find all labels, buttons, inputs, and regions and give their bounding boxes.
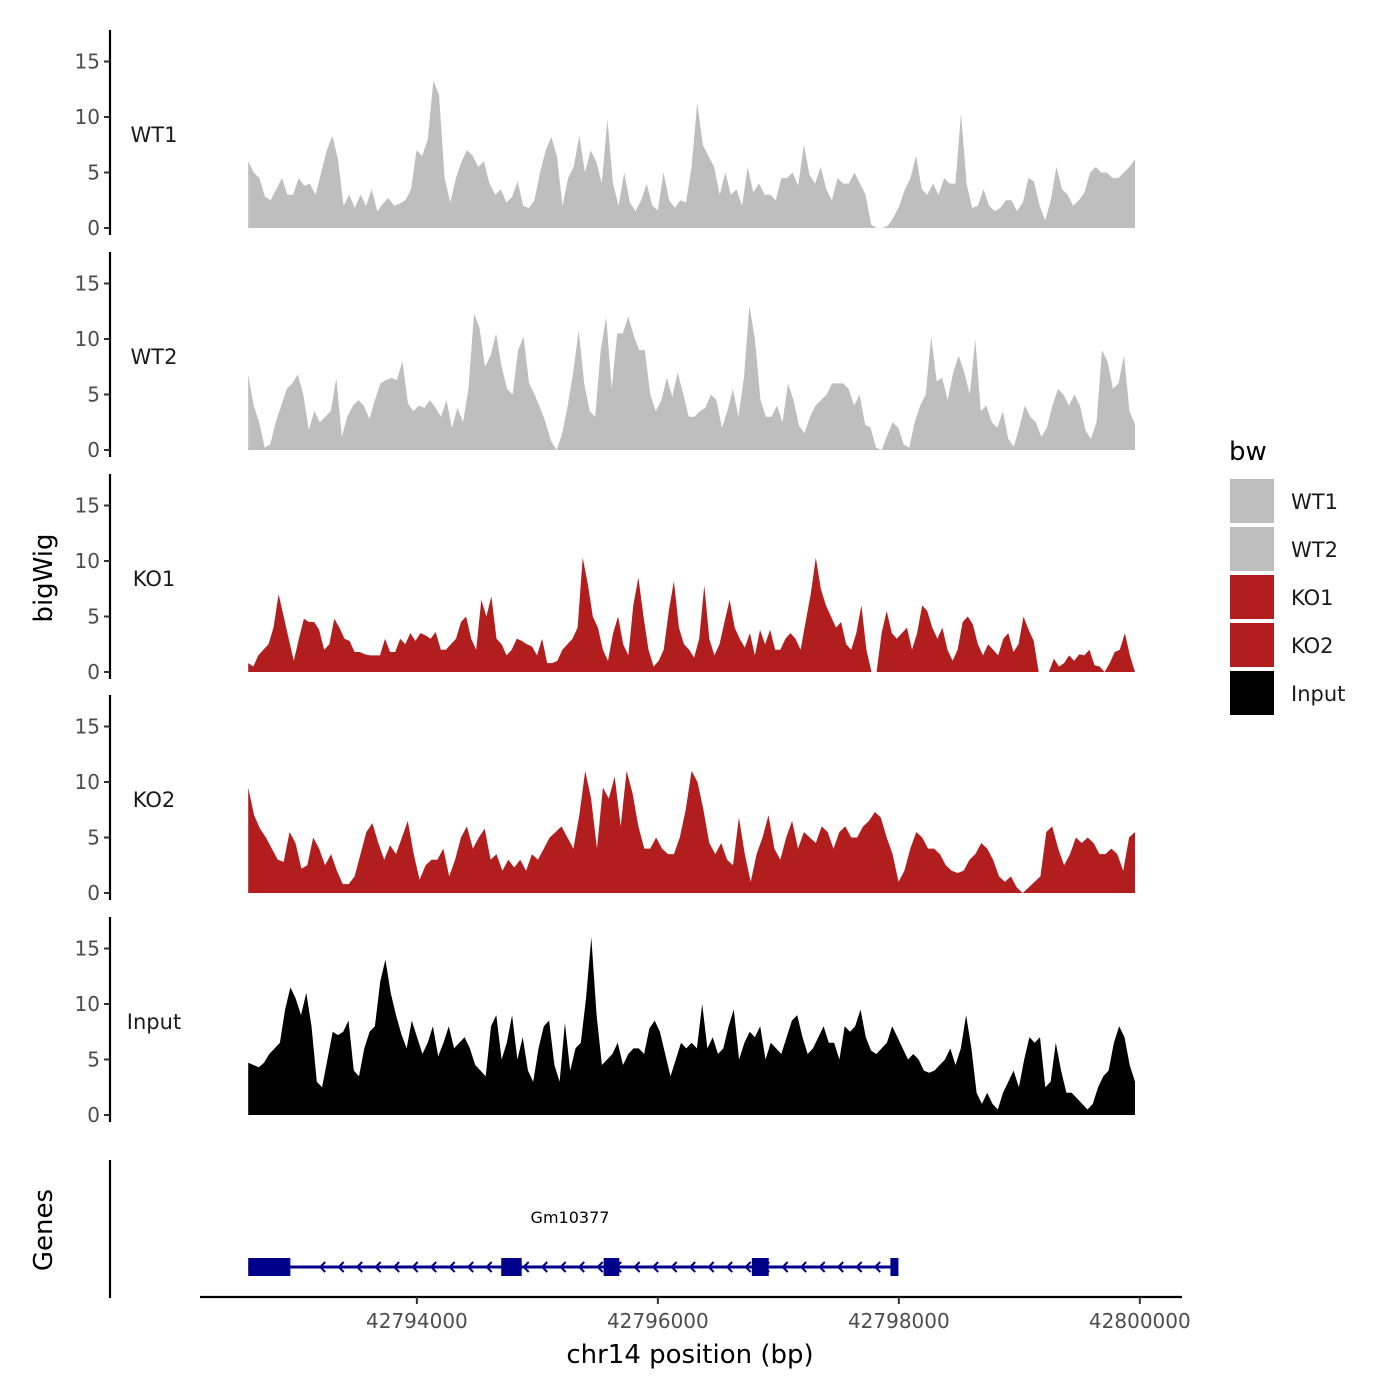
x-tick-label-42796000: 42796000 bbox=[607, 1309, 709, 1333]
y-tick-label-input-15: 15 bbox=[75, 937, 100, 961]
x-tick-label-42800000: 42800000 bbox=[1089, 1309, 1191, 1333]
legend-label-wt1: WT1 bbox=[1291, 490, 1338, 514]
x-tick-label-42798000: 42798000 bbox=[848, 1309, 950, 1333]
strand-arrow bbox=[873, 1261, 881, 1273]
y-tick-label-wt1-0: 0 bbox=[87, 216, 100, 240]
y-tick-label-wt2-0: 0 bbox=[87, 438, 100, 462]
y-tick-label-wt1-15: 15 bbox=[75, 50, 100, 74]
legend-label-ko2: KO2 bbox=[1291, 634, 1334, 658]
y-tick-label-ko2-15: 15 bbox=[75, 715, 100, 739]
strand-arrow bbox=[374, 1261, 382, 1273]
strand-arrow bbox=[633, 1261, 641, 1273]
track-label-ko2: KO2 bbox=[133, 788, 176, 812]
exon-1 bbox=[248, 1258, 291, 1276]
strand-arrow bbox=[429, 1261, 437, 1273]
strand-arrow bbox=[744, 1261, 752, 1273]
area-series-ko2 bbox=[248, 770, 1135, 893]
strand-arrow bbox=[411, 1261, 419, 1273]
legend-swatch-ko1 bbox=[1230, 575, 1274, 619]
y-tick-label-input-5: 5 bbox=[87, 1048, 100, 1072]
x-tick-label-42794000: 42794000 bbox=[366, 1309, 468, 1333]
legend-swatch-wt1 bbox=[1230, 479, 1274, 523]
strand-arrow bbox=[651, 1261, 659, 1273]
gene-label: Gm10377 bbox=[531, 1208, 610, 1227]
area-series-wt2 bbox=[248, 305, 1135, 450]
y-tick-label-ko1-10: 10 bbox=[75, 549, 100, 573]
area-series-input bbox=[248, 937, 1135, 1115]
y-axis-title: bigWig bbox=[29, 533, 59, 622]
strand-arrow bbox=[392, 1261, 400, 1273]
y-tick-label-ko1-0: 0 bbox=[87, 660, 100, 684]
y-tick-label-ko1-5: 5 bbox=[87, 605, 100, 629]
legend-label-ko1: KO1 bbox=[1291, 586, 1334, 610]
legend-title: bw bbox=[1229, 437, 1267, 467]
y-tick-label-ko2-0: 0 bbox=[87, 881, 100, 905]
track-label-input: Input bbox=[127, 1010, 181, 1034]
y-tick-label-wt2-15: 15 bbox=[75, 272, 100, 296]
strand-arrow bbox=[725, 1261, 733, 1273]
strand-arrow bbox=[522, 1261, 530, 1273]
exon-2 bbox=[501, 1258, 522, 1276]
track-label-wt2: WT2 bbox=[131, 345, 178, 369]
strand-arrow bbox=[485, 1261, 493, 1273]
strand-arrow bbox=[836, 1261, 844, 1273]
y-tick-label-wt1-10: 10 bbox=[75, 105, 100, 129]
y-tick-label-ko2-10: 10 bbox=[75, 770, 100, 794]
genes-track-title: Genes bbox=[29, 1189, 59, 1271]
strand-arrow bbox=[337, 1261, 345, 1273]
exon-4 bbox=[751, 1258, 769, 1276]
strand-arrow bbox=[466, 1261, 474, 1273]
legend-label-wt2: WT2 bbox=[1291, 538, 1338, 562]
strand-arrow bbox=[540, 1261, 548, 1273]
legend-swatch-ko2 bbox=[1230, 623, 1274, 667]
strand-arrow bbox=[559, 1261, 567, 1273]
strand-arrow bbox=[781, 1261, 789, 1273]
area-series-ko1 bbox=[248, 557, 1135, 672]
strand-arrow bbox=[596, 1261, 604, 1273]
y-tick-label-wt2-10: 10 bbox=[75, 327, 100, 351]
strand-arrow bbox=[670, 1261, 678, 1273]
y-tick-label-wt2-5: 5 bbox=[87, 383, 100, 407]
y-tick-label-ko2-5: 5 bbox=[87, 826, 100, 850]
strand-arrow bbox=[577, 1261, 585, 1273]
strand-arrow bbox=[818, 1261, 826, 1273]
legend-label-input: Input bbox=[1291, 682, 1345, 706]
y-tick-label-wt1-5: 5 bbox=[87, 161, 100, 185]
strand-arrow bbox=[318, 1261, 326, 1273]
strand-arrow bbox=[355, 1261, 363, 1273]
legend-swatch-wt2 bbox=[1230, 527, 1274, 571]
strand-arrow bbox=[799, 1261, 807, 1273]
x-axis-title: chr14 position (bp) bbox=[566, 1340, 813, 1370]
y-tick-label-ko1-15: 15 bbox=[75, 494, 100, 518]
area-series-wt1 bbox=[248, 80, 1135, 229]
exon-3 bbox=[603, 1258, 620, 1276]
exon-5 bbox=[890, 1258, 899, 1276]
y-tick-label-input-10: 10 bbox=[75, 992, 100, 1016]
strand-arrow bbox=[688, 1261, 696, 1273]
legend-swatch-input bbox=[1230, 671, 1274, 715]
track-label-wt1: WT1 bbox=[131, 123, 178, 147]
strand-arrow bbox=[855, 1261, 863, 1273]
track-label-ko1: KO1 bbox=[133, 567, 176, 591]
y-tick-label-input-0: 0 bbox=[87, 1103, 100, 1127]
strand-arrow bbox=[448, 1261, 456, 1273]
strand-arrow bbox=[707, 1261, 715, 1273]
